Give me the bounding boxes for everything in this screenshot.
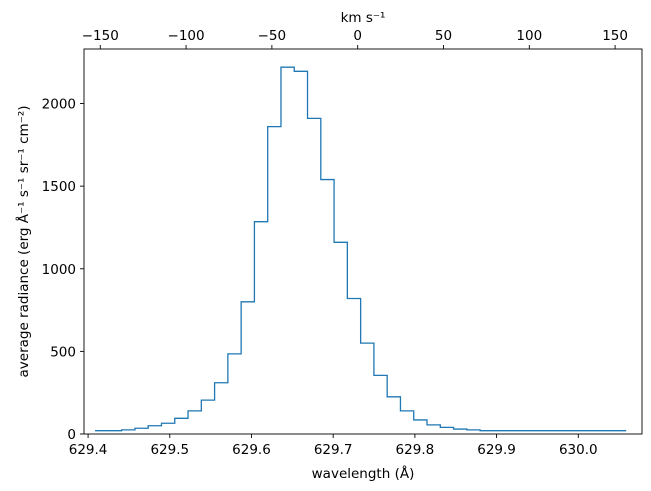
y-tick-label: 1000 <box>42 262 76 278</box>
y-tick-label: 500 <box>50 344 76 360</box>
y-tick-label: 1500 <box>42 179 76 195</box>
plot-area <box>95 66 627 432</box>
bottom-x-axis: 629.4 629.5 629.6 629.7 629.8 629.9 630.0 <box>69 434 598 458</box>
y-tick-label: 2000 <box>42 97 76 113</box>
x-axis-label: wavelength (Å) <box>312 465 415 482</box>
x-tick-label: 629.5 <box>150 442 189 458</box>
x-tick-label: 629.7 <box>314 442 353 458</box>
series-radiance-step-line <box>95 66 627 432</box>
top-x-tick-label: −50 <box>258 28 287 44</box>
y-axis: 0 500 1000 1500 2000 <box>42 97 84 443</box>
y-tick-label: 0 <box>67 427 76 443</box>
top-x-tick-label: −100 <box>168 28 205 44</box>
x-tick-label: 629.4 <box>69 442 108 458</box>
top-x-tick-label: 0 <box>353 28 362 44</box>
x-tick-label: 630.0 <box>559 442 598 458</box>
top-x-tick-label: 100 <box>516 28 542 44</box>
top-x-axis: −150 −100 −50 0 50 100 150 <box>82 28 628 49</box>
top-x-tick-label: 50 <box>435 28 452 44</box>
x-tick-label: 629.8 <box>396 442 435 458</box>
top-x-tick-label: 150 <box>602 28 628 44</box>
plot-frame <box>83 48 643 435</box>
x-tick-label: 629.6 <box>232 442 271 458</box>
y-axis-label: average radiance (erg Å⁻¹ s⁻¹ sr⁻¹ cm⁻²) <box>15 105 32 377</box>
top-x-tick-label: −150 <box>82 28 119 44</box>
x-tick-label: 629.9 <box>477 442 516 458</box>
top-x-axis-label: km s⁻¹ <box>341 10 386 26</box>
